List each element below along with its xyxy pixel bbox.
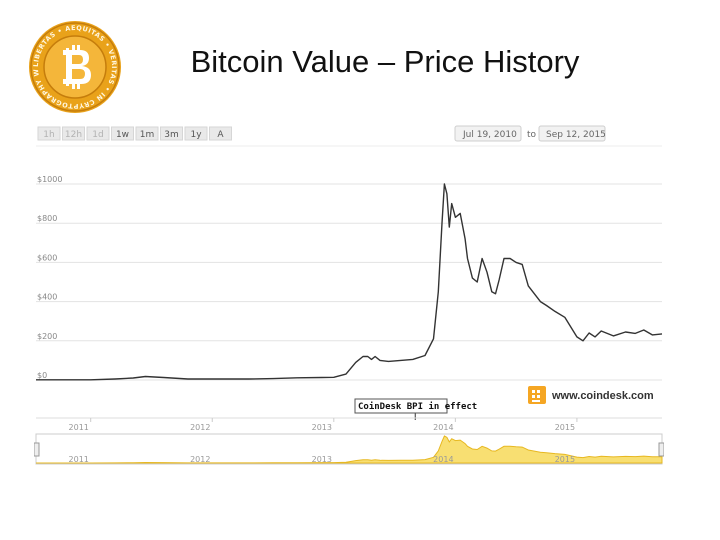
bpi-annotation: CoinDesk BPI in effect [354, 398, 477, 420]
coindesk-brand[interactable]: www.coindesk.com [528, 386, 654, 404]
y-tick-label: $1000 [37, 175, 62, 184]
to-date-field[interactable] [538, 125, 606, 142]
navigator-area [36, 435, 663, 464]
zoom-button-1y[interactable] [184, 126, 208, 141]
y-tick-label: $400 [37, 293, 57, 302]
nav-tick-label-bottom: 2014 [433, 455, 453, 464]
zoom-button-1m[interactable] [135, 126, 159, 141]
zoom-button-1d[interactable] [86, 126, 110, 141]
coindesk-logo-icon [528, 386, 546, 404]
zoom-button-label: 12h [65, 130, 82, 140]
y-axis-ticks: $0 $200 $400 $600 $800 $1000 [37, 175, 62, 380]
bitcoin-logo: LIBERTAS • AEQUITAS • VERITAS • IN CRYPT… [28, 20, 121, 113]
navigator-handle-right[interactable] [658, 442, 664, 457]
from-date-text: Jul 19, 2010 [462, 130, 517, 140]
navigator-handle-left[interactable] [34, 442, 40, 457]
nav-tick-label-bottom: 2013 [312, 455, 332, 464]
zoom-button-label: A [217, 130, 224, 140]
nav-tick-label-top: 2015 [555, 423, 575, 432]
zoom-button-1h[interactable] [37, 126, 61, 141]
nav-tick-label-top: 2013 [312, 423, 332, 432]
bitcoin-coin-icon [63, 45, 91, 89]
slide-title: Bitcoin Value – Price History [190, 44, 580, 79]
nav-tick-label-bottom: 2012 [190, 455, 210, 464]
zoom-button-1w[interactable] [111, 126, 134, 141]
coindesk-url: www.coindesk.com [551, 390, 654, 402]
y-tick-label: $200 [37, 332, 57, 341]
zoom-button-label: 1y [190, 130, 202, 140]
zoom-button-12h[interactable] [62, 126, 85, 141]
navigator-ticks-top: 2011 2012 2013 2014 2015 [69, 418, 578, 432]
zoom-button-3m[interactable] [160, 126, 183, 141]
zoom-button-label: 1h [43, 130, 54, 140]
zoom-buttons: 1h 12h 1d 1w 1m 3m 1y A [37, 126, 232, 141]
y-tick-label: $800 [37, 214, 57, 223]
nav-tick-label-bottom: 2011 [69, 455, 89, 464]
zoom-button-label: 1m [140, 130, 155, 140]
y-tick-label: $600 [37, 253, 57, 262]
from-date-field[interactable] [454, 125, 522, 142]
navigator[interactable]: 2011 2012 2013 2014 2015 2011 2012 2013 2014 201… [34, 417, 664, 465]
chart-grid [36, 183, 662, 381]
navigator-ticks-bottom: 2011 2012 2013 2014 2015 [69, 455, 576, 464]
y-tick-label: $0 [37, 371, 47, 380]
nav-tick-label-top: 2011 [69, 423, 89, 432]
nav-tick-label-top: 2012 [190, 423, 210, 432]
date-range: Jul 19, 2010 to Sep 12, 2015 [454, 125, 606, 142]
bpi-label: CoinDesk BPI in effect [358, 401, 477, 412]
bpi-label-box [354, 398, 448, 414]
nav-tick-label-top: 2014 [433, 423, 453, 432]
price-chart: 1h 12h 1d 1w 1m 3m 1y A Jul 19, 2010 to Sep 12,… [34, 125, 664, 465]
zoom-button-label: 1d [92, 130, 103, 140]
to-label: to [527, 130, 537, 140]
series-line-price [36, 183, 663, 381]
nav-tick-label-bottom: 2015 [555, 455, 575, 464]
zoom-button-label: 1w [116, 130, 129, 140]
zoom-button-label: 3m [164, 130, 179, 140]
to-date-text: Sep 12, 2015 [546, 130, 606, 140]
zoom-button-a[interactable] [209, 126, 232, 141]
